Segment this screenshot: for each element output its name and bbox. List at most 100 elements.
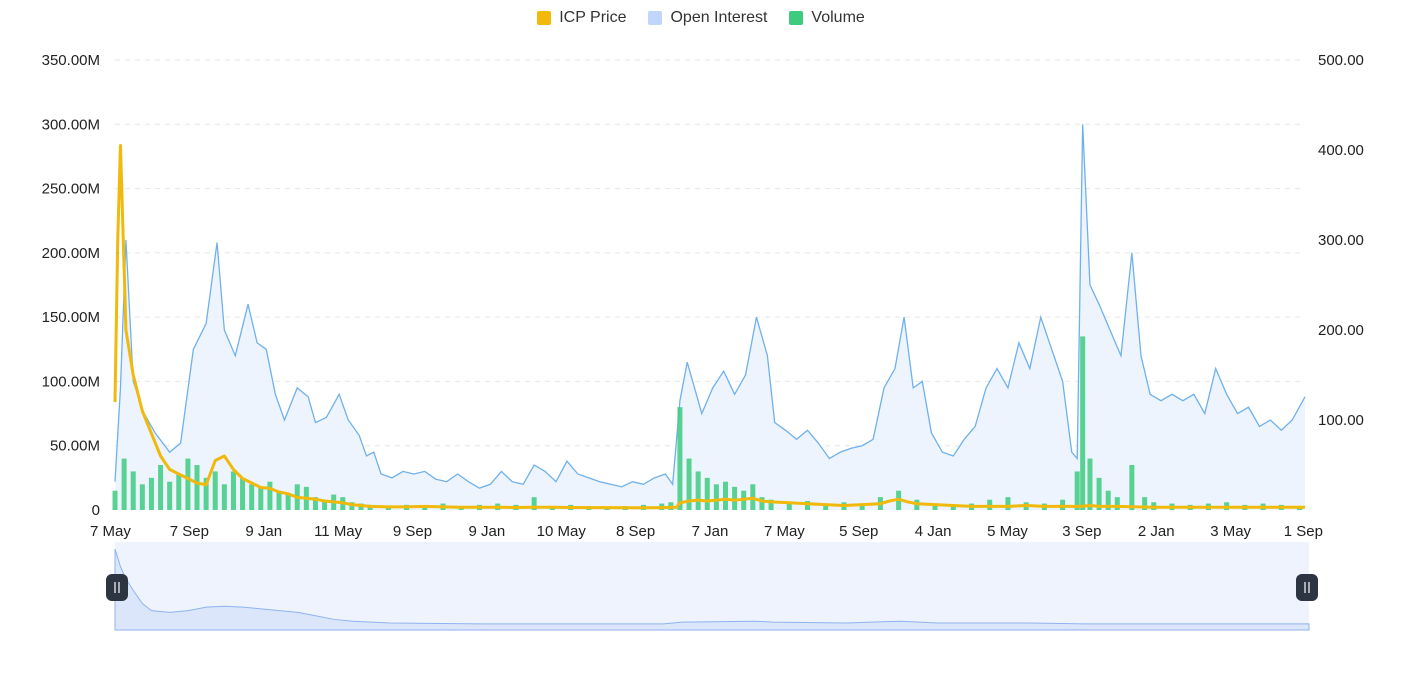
legend-swatch-icp-price: [537, 11, 552, 25]
volume-bar: [203, 477, 209, 510]
y-left-tick-label: 200.00M: [42, 245, 100, 262]
y-left-tick-label: 0: [92, 502, 100, 519]
y-right-tick-label: 500.00: [1318, 52, 1364, 69]
volume-bar: [786, 502, 792, 510]
volume-bar: [704, 477, 710, 510]
volume-bar: [531, 497, 537, 510]
icp-price-line: [113, 144, 1305, 510]
volume-bar: [1080, 336, 1086, 510]
volume-bar: [1142, 497, 1148, 510]
volume-bar: [1114, 497, 1120, 510]
x-tick-label: 5 May: [987, 523, 1028, 540]
volume-bar: [185, 458, 191, 510]
volume-bar: [695, 471, 701, 510]
legend-label-icp-price: ICP Price: [559, 9, 627, 26]
x-tick-label: 4 Jan: [915, 523, 952, 540]
volume-bar: [194, 465, 200, 510]
x-tick-label: 3 May: [1210, 523, 1251, 540]
range-navigator[interactable]: [106, 542, 1318, 631]
y-left-tick-label: 250.00M: [42, 181, 100, 198]
y-right-tick-label: 100.00: [1318, 412, 1364, 429]
volume-bar: [732, 486, 738, 510]
volume-bar: [1087, 458, 1093, 510]
volume-bar: [1060, 499, 1066, 510]
volume-bar: [686, 458, 692, 510]
volume-bar: [713, 484, 719, 510]
volume-bar: [212, 471, 218, 510]
y-left-tick-label: 350.00M: [42, 52, 100, 69]
x-tick-label: 8 Sep: [616, 523, 655, 540]
x-tick-label: 7 Sep: [170, 523, 209, 540]
x-tick-label: 10 May: [537, 523, 587, 540]
volume-bar: [804, 501, 810, 510]
volume-bar: [121, 458, 127, 510]
x-tick-label: 9 Sep: [393, 523, 432, 540]
y-left-tick-label: 50.00M: [50, 438, 100, 455]
x-tick-label: 5 Sep: [839, 523, 878, 540]
x-tick-label: 7 May: [764, 523, 805, 540]
legend-swatch-volume: [789, 11, 804, 25]
open-interest-area: [115, 124, 1305, 511]
volume-bar: [823, 503, 829, 510]
x-tick-label: 7 May: [90, 523, 131, 540]
y-right-tick-label: 400.00: [1318, 142, 1364, 159]
x-tick-label: 9 Jan: [469, 523, 506, 540]
handle-body: [1296, 574, 1318, 601]
y-left-tick-label: 100.00M: [42, 373, 100, 390]
legend-swatch-open-interest: [648, 11, 663, 25]
x-tick-label: 1 Sep: [1284, 523, 1323, 540]
volume-bar: [1005, 497, 1011, 510]
volume-bar: [312, 497, 318, 510]
volume-bar: [230, 471, 236, 510]
navigator-left-handle[interactable]: [106, 574, 128, 601]
volume-bar: [221, 484, 227, 510]
volume-bar: [932, 503, 938, 510]
volume-bar: [158, 465, 164, 510]
volume-bar: [422, 506, 428, 510]
volume-bar: [349, 502, 355, 510]
volume-bar: [148, 477, 154, 510]
legend-item-icp-price[interactable]: ICP Price: [537, 9, 626, 27]
volume-bar: [240, 477, 246, 510]
icp-price-series: [113, 144, 1305, 510]
volume-bar: [1096, 477, 1102, 510]
volume-bar: [722, 481, 728, 510]
volume-bar: [987, 499, 993, 510]
volume-bar: [285, 494, 291, 510]
volume-bar: [322, 499, 328, 510]
volume-bar: [859, 504, 865, 510]
volume-bar: [677, 407, 683, 510]
chart-legend: ICP Price Open Interest Volume: [0, 6, 1402, 30]
volume-bar: [950, 504, 956, 510]
volume-bar: [249, 484, 255, 510]
navigator-area: [114, 548, 1310, 631]
volume-bar: [1105, 490, 1111, 510]
legend-item-open-interest[interactable]: Open Interest: [648, 9, 767, 27]
legend-label-volume: Volume: [811, 9, 865, 26]
volume-bar: [176, 474, 182, 510]
navigator-right-handle[interactable]: [1296, 574, 1318, 601]
open-interest-line: [114, 124, 1306, 489]
volume-bar: [267, 481, 273, 510]
y-right-tick-label: 300.00: [1318, 232, 1364, 249]
legend-item-volume[interactable]: Volume: [789, 9, 865, 27]
volume-bar: [130, 471, 136, 510]
y-left-tick-label: 150.00M: [42, 309, 100, 326]
x-tick-label: 7 Jan: [692, 523, 729, 540]
volume-bar: [276, 490, 282, 510]
volume-bar: [759, 497, 765, 510]
x-tick-label: 3 Sep: [1062, 523, 1101, 540]
open-interest-series: [114, 124, 1306, 511]
y-left-tick-label: 300.00M: [42, 116, 100, 133]
volume-bar: [1074, 471, 1080, 510]
volume-bar: [139, 484, 145, 510]
axis-labels: 0 50.00M 100.00M 150.00M 200.00M 250.00M 300.0…: [42, 52, 1364, 540]
x-tick-label: 9 Jan: [245, 523, 282, 540]
y-right-tick-label: 200.00: [1318, 322, 1364, 339]
volume-bar: [258, 486, 264, 510]
x-tick-label: 2 Jan: [1138, 523, 1175, 540]
handle-body: [106, 574, 128, 601]
volume-bar: [112, 490, 118, 510]
legend-label-open-interest: Open Interest: [670, 9, 768, 26]
